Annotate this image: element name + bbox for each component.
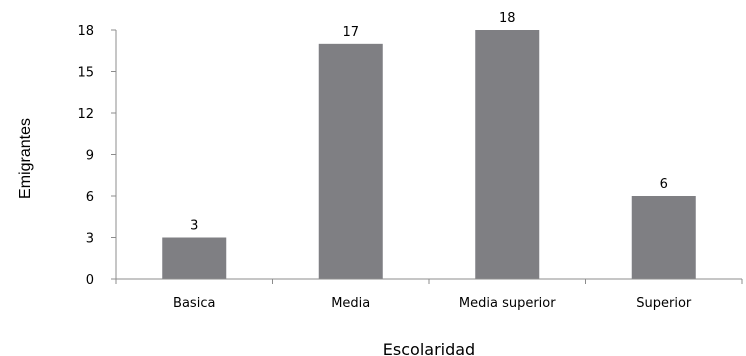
bar	[162, 237, 227, 279]
y-tick-label: 3	[86, 232, 94, 247]
data-label: 6	[660, 177, 668, 192]
bar	[318, 43, 383, 280]
bar	[631, 196, 696, 279]
y-axis-title: Emigrantes	[17, 118, 34, 199]
data-label: 17	[342, 25, 359, 40]
y-axis-ticks: 0 3 6 9 12 15 18	[77, 24, 116, 288]
x-tick-label: Superior	[636, 296, 692, 311]
x-tick-label: Media superior	[459, 296, 556, 311]
data-label: 3	[190, 219, 198, 234]
x-tick-label: Basica	[173, 296, 215, 311]
x-tick-label: Media	[331, 296, 370, 311]
x-axis-ticks: Basica Media Media superior Superior	[115, 279, 743, 311]
bar	[475, 30, 540, 279]
data-labels: 3 17 18 6	[190, 11, 668, 234]
y-tick-label: 9	[86, 149, 94, 164]
x-axis-title: Escolaridad	[383, 340, 475, 356]
y-tick-label: 0	[86, 273, 94, 288]
y-tick-label: 18	[77, 24, 94, 39]
y-tick-label: 15	[77, 66, 94, 81]
bars	[162, 30, 696, 280]
data-label: 18	[499, 11, 516, 26]
y-tick-label: 6	[86, 190, 94, 205]
y-tick-label: 12	[77, 107, 94, 122]
